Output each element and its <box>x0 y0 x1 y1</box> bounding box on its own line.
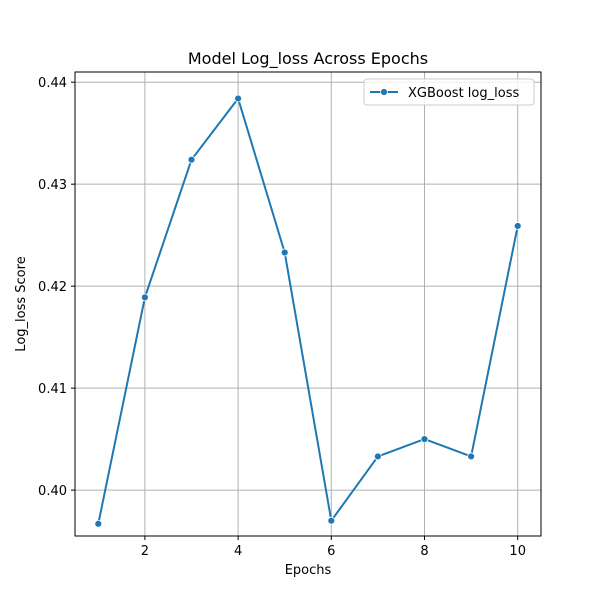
x-tick-label: 4 <box>234 544 242 559</box>
data-point <box>373 452 382 461</box>
x-axis-label: Epochs <box>285 563 332 578</box>
y-tick-label: 0.41 <box>38 382 67 397</box>
y-axis-label: Log_loss Score <box>14 256 29 351</box>
data-point <box>187 155 196 164</box>
y-tick-label: 0.40 <box>38 484 67 499</box>
chart-title: Model Log_loss Across Epochs <box>188 49 428 69</box>
x-tick-label: 8 <box>420 544 428 559</box>
data-point <box>420 435 429 444</box>
data-point <box>513 222 522 230</box>
x-tick-label: 2 <box>141 544 149 559</box>
x-tick-label: 6 <box>327 544 335 559</box>
series-line <box>97 97 519 524</box>
y-tick-label: 0.43 <box>38 178 67 193</box>
legend-label: XGBoost log_loss <box>408 86 519 101</box>
y-axis-ticks: 0.40 0.41 0.42 0.43 0.44 <box>38 76 75 499</box>
y-tick-label: 0.42 <box>38 280 67 295</box>
data-point <box>94 519 103 528</box>
legend-box <box>363 78 535 106</box>
data-point <box>327 516 336 525</box>
x-axis-ticks: 2 4 6 8 10 <box>141 536 526 559</box>
x-tick-label: 10 <box>509 544 526 559</box>
series-layer <box>94 94 522 528</box>
data-point <box>234 94 243 103</box>
data-point <box>140 293 149 302</box>
data-point <box>467 452 476 461</box>
data-point <box>280 248 289 257</box>
plot-frame <box>74 71 542 537</box>
y-tick-label: 0.44 <box>38 76 67 91</box>
legend-marker-swatch <box>380 88 388 96</box>
legend: XGBoost log_loss <box>363 78 535 106</box>
